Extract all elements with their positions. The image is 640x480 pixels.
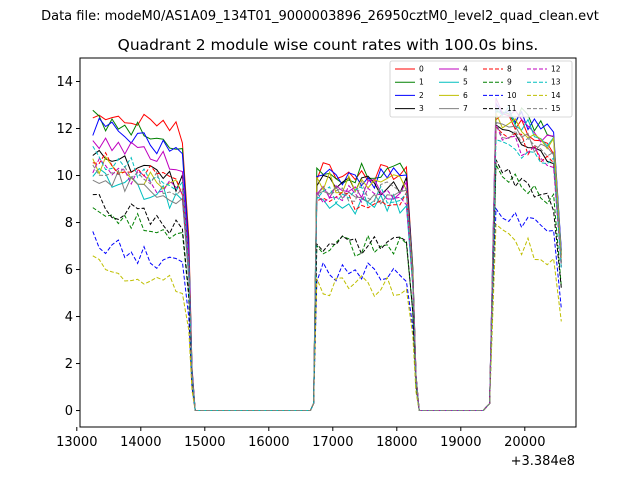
legend-label-5: 5 — [463, 78, 468, 87]
x-tick-label: 16000 — [248, 435, 289, 450]
y-tick-label: 8 — [65, 216, 73, 231]
legend-label-7: 7 — [463, 104, 468, 113]
legend-label-1: 1 — [419, 78, 424, 87]
legend-label-9: 9 — [507, 78, 512, 87]
legend-label-4: 4 — [463, 65, 468, 74]
chart-title: Quadrant 2 module wise count rates with … — [118, 36, 539, 54]
series-line-15 — [92, 122, 562, 411]
plot-lines — [92, 97, 562, 411]
legend-label-0: 0 — [419, 65, 424, 74]
legend-box — [389, 60, 573, 118]
legend-label-8: 8 — [507, 65, 512, 74]
y-tick-label: 10 — [56, 169, 73, 184]
x-tick-label: 19000 — [440, 435, 481, 450]
chart-suptitle: Data file: modeM0/AS1A09_134T01_90000038… — [41, 9, 599, 24]
y-tick-label: 12 — [56, 122, 73, 137]
legend-label-14: 14 — [551, 91, 561, 100]
x-offset-label: +3.384e8 — [511, 454, 575, 469]
y-tick-label: 6 — [65, 263, 73, 278]
legend-label-15: 15 — [551, 104, 561, 113]
legend-label-2: 2 — [419, 91, 424, 100]
legend-label-11: 11 — [507, 104, 517, 113]
series-line-8 — [92, 125, 562, 411]
x-tick-label: 18000 — [376, 435, 417, 450]
legend-label-10: 10 — [507, 91, 517, 100]
y-tick-label: 14 — [56, 75, 73, 90]
x-axis: 13000 14000 15000 16000 17000 18000 19000 20000 — [56, 427, 545, 450]
x-tick-label: 13000 — [56, 435, 97, 450]
legend-label-6: 6 — [463, 91, 468, 100]
y-tick-label: 4 — [65, 310, 73, 325]
legend-label-13: 13 — [551, 78, 561, 87]
plot-frame — [79, 57, 577, 428]
series-line-10 — [92, 207, 562, 411]
series-line-11 — [92, 159, 562, 411]
y-tick-label: 0 — [65, 404, 73, 419]
legend-label-3: 3 — [419, 104, 424, 113]
series-line-9 — [92, 162, 562, 411]
y-axis: 0 2 4 6 8 10 12 14 — [56, 75, 80, 419]
legend-label-12: 12 — [551, 65, 561, 74]
x-tick-label: 14000 — [120, 435, 161, 450]
x-tick-label: 17000 — [312, 435, 353, 450]
y-tick-label: 2 — [65, 357, 73, 372]
x-tick-label: 20000 — [504, 435, 545, 450]
x-tick-label: 15000 — [184, 435, 225, 450]
